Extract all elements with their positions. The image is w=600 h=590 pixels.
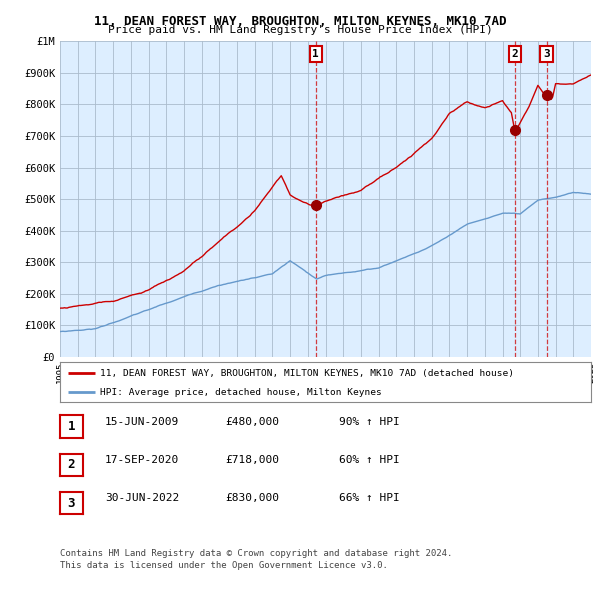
Text: £830,000: £830,000 (225, 493, 279, 503)
Text: 2: 2 (68, 458, 75, 471)
Text: 1: 1 (68, 420, 75, 433)
Text: £480,000: £480,000 (225, 417, 279, 427)
Text: 11, DEAN FOREST WAY, BROUGHTON, MILTON KEYNES, MK10 7AD: 11, DEAN FOREST WAY, BROUGHTON, MILTON K… (94, 15, 506, 28)
Text: 11, DEAN FOREST WAY, BROUGHTON, MILTON KEYNES, MK10 7AD (detached house): 11, DEAN FOREST WAY, BROUGHTON, MILTON K… (100, 369, 514, 378)
Text: 1: 1 (313, 49, 319, 59)
Text: 66% ↑ HPI: 66% ↑ HPI (339, 493, 400, 503)
Text: 3: 3 (68, 497, 75, 510)
Text: 2: 2 (512, 49, 518, 59)
Text: 3: 3 (543, 49, 550, 59)
Text: Price paid vs. HM Land Registry's House Price Index (HPI): Price paid vs. HM Land Registry's House … (107, 25, 493, 35)
Text: HPI: Average price, detached house, Milton Keynes: HPI: Average price, detached house, Milt… (100, 388, 382, 397)
Text: 15-JUN-2009: 15-JUN-2009 (105, 417, 179, 427)
Text: £718,000: £718,000 (225, 455, 279, 465)
Text: 30-JUN-2022: 30-JUN-2022 (105, 493, 179, 503)
Text: 60% ↑ HPI: 60% ↑ HPI (339, 455, 400, 465)
Text: 90% ↑ HPI: 90% ↑ HPI (339, 417, 400, 427)
Text: Contains HM Land Registry data © Crown copyright and database right 2024.: Contains HM Land Registry data © Crown c… (60, 549, 452, 558)
Text: This data is licensed under the Open Government Licence v3.0.: This data is licensed under the Open Gov… (60, 560, 388, 569)
Text: 17-SEP-2020: 17-SEP-2020 (105, 455, 179, 465)
